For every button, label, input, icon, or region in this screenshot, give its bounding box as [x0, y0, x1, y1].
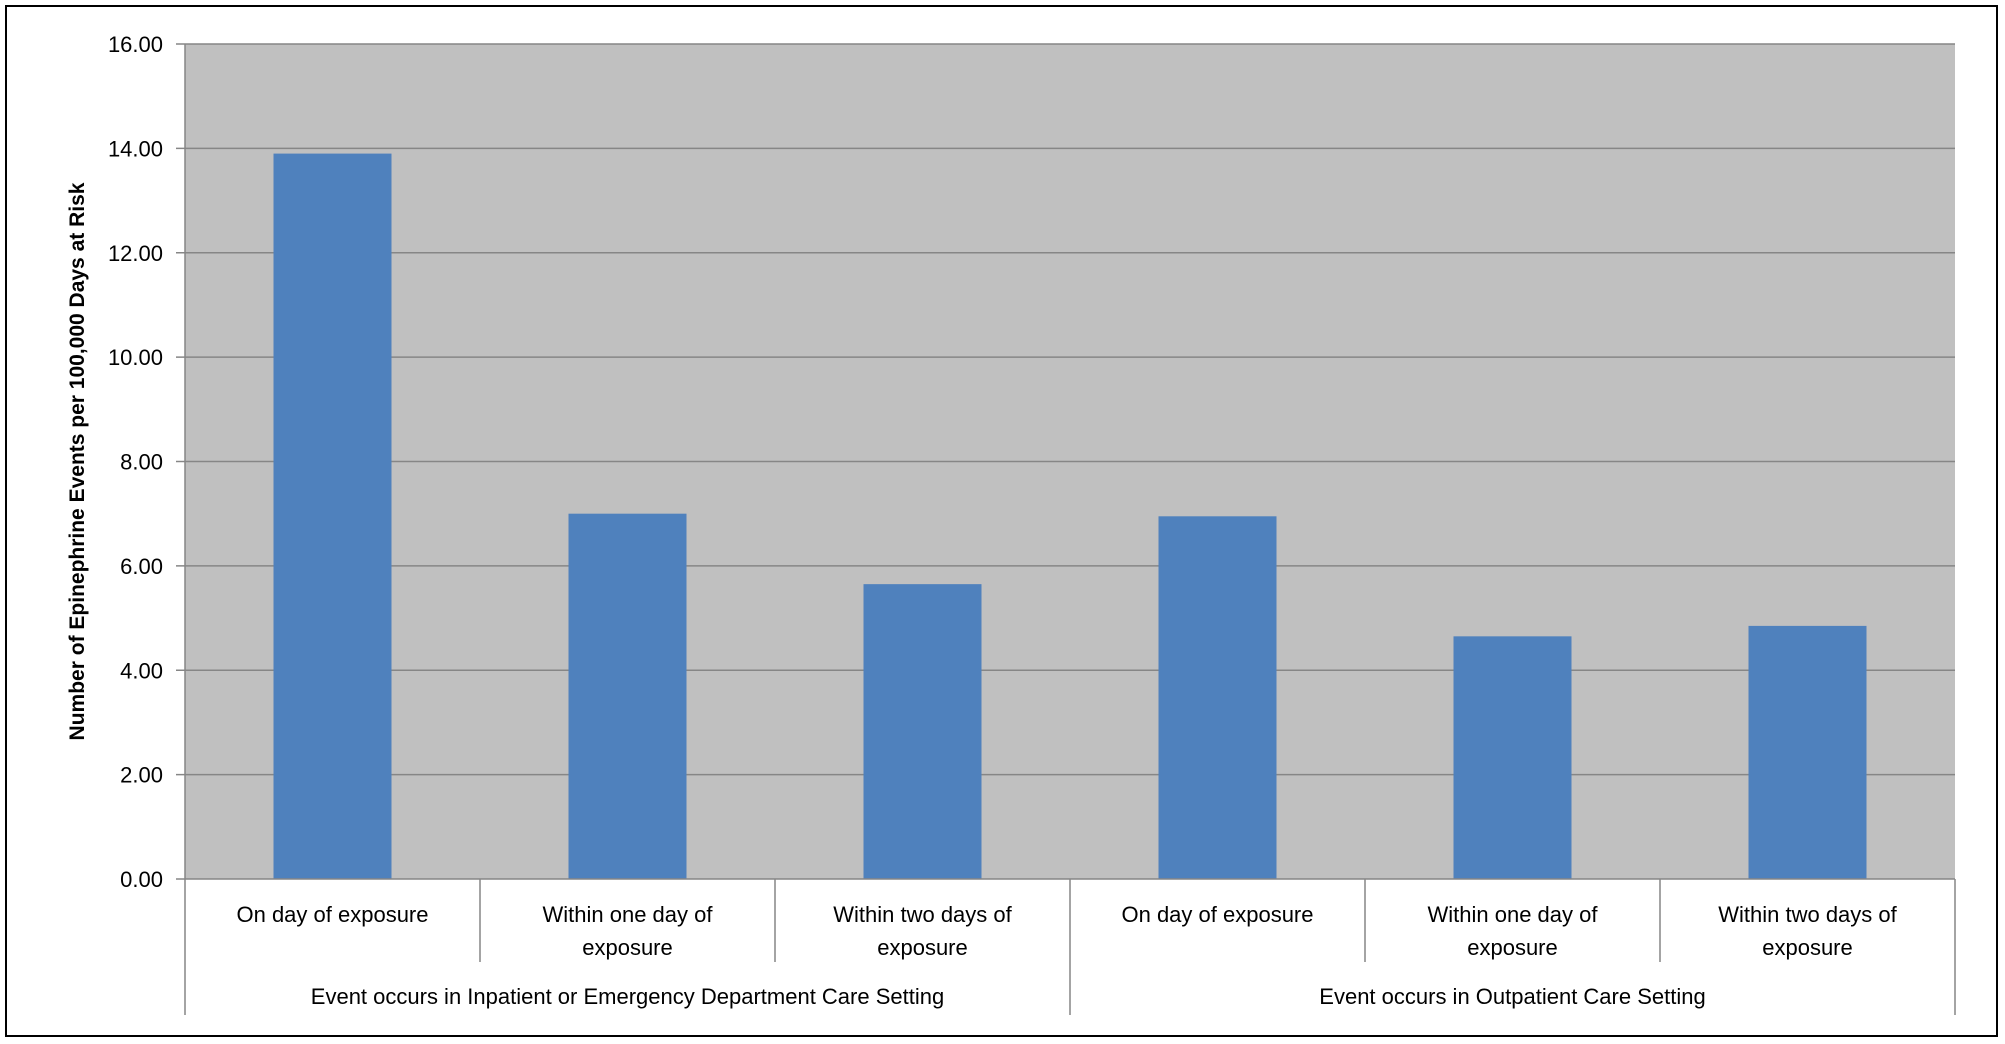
bar	[1158, 516, 1277, 879]
x-group-labels: Event occurs in Inpatient or Emergency D…	[311, 984, 1706, 1009]
bar	[1453, 636, 1572, 879]
bar	[863, 584, 982, 879]
y-tick-label: 8.00	[120, 450, 163, 475]
x-category-label: exposure	[877, 935, 968, 960]
y-tick-label: 14.00	[108, 136, 163, 161]
x-category-label: Within one day of	[1428, 902, 1599, 927]
x-category-label: exposure	[1467, 935, 1558, 960]
x-category-label: Within two days of	[833, 902, 1012, 927]
x-category-label: Within one day of	[543, 902, 714, 927]
x-group-label: Event occurs in Inpatient or Emergency D…	[311, 984, 944, 1009]
bar	[273, 153, 392, 879]
gridlines	[185, 43, 1955, 776]
x-category-label: exposure	[582, 935, 673, 960]
x-group-label: Event occurs in Outpatient Care Setting	[1319, 984, 1705, 1009]
x-category-label: Within two days of	[1718, 902, 1897, 927]
x-category-label: On day of exposure	[1121, 902, 1313, 927]
y-tick-label: 4.00	[120, 658, 163, 683]
bar	[568, 513, 687, 879]
bar	[1748, 625, 1867, 879]
axes	[176, 43, 1956, 1015]
y-tick-label: 2.00	[120, 763, 163, 788]
y-tick-label: 0.00	[120, 867, 163, 892]
x-category-labels: On day of exposure Within one day of expos…	[236, 902, 1897, 960]
y-tick-label: 16.00	[108, 32, 163, 57]
y-axis-title: Number of Epinephrine Events per 100,000…	[66, 182, 89, 740]
x-category-label: exposure	[1762, 935, 1853, 960]
bars	[273, 153, 1867, 879]
y-tick-labels: 0.00 2.00 4.00 6.00 8.00 10.00 12.00 14.00 16.00	[108, 32, 163, 892]
y-tick-label: 10.00	[108, 345, 163, 370]
y-tick-label: 12.00	[108, 241, 163, 266]
y-tick-label: 6.00	[120, 554, 163, 579]
x-category-label: On day of exposure	[236, 902, 428, 927]
